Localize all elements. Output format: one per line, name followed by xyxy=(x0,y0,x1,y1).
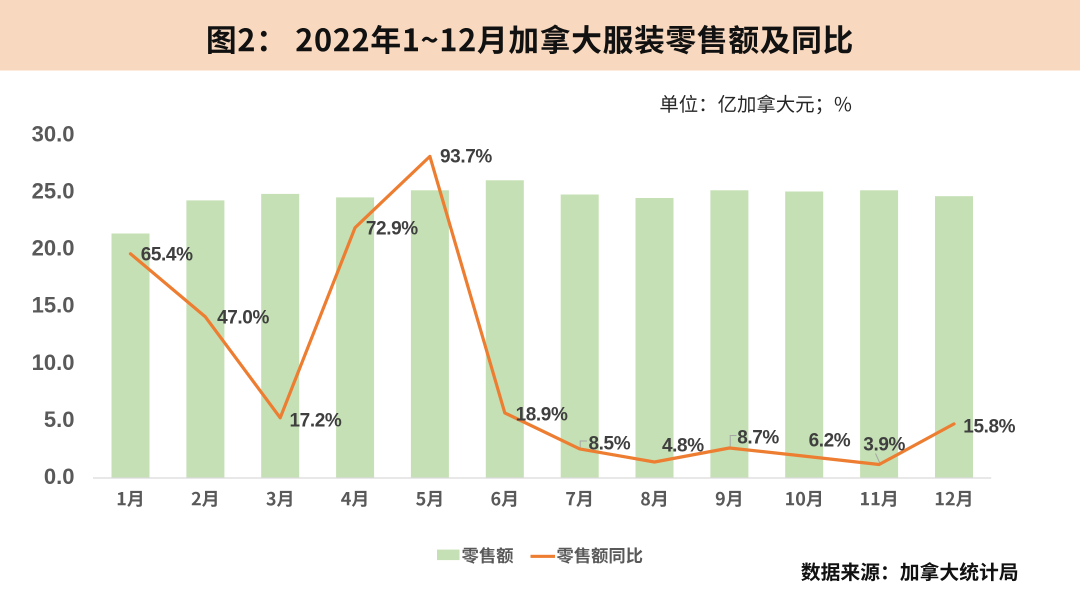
svg-text:8.5%: 8.5% xyxy=(589,434,631,455)
svg-text:5.0: 5.0 xyxy=(44,407,75,432)
svg-text:93.7%: 93.7% xyxy=(440,147,492,168)
svg-text:17.2%: 17.2% xyxy=(290,410,342,431)
svg-text:30.0: 30.0 xyxy=(32,122,75,147)
svg-text:20.0: 20.0 xyxy=(32,236,75,261)
svg-text:15.0: 15.0 xyxy=(32,293,75,318)
svg-text:47.0%: 47.0% xyxy=(217,308,269,329)
svg-text:15.8%: 15.8% xyxy=(963,417,1015,438)
svg-text:4.8%: 4.8% xyxy=(662,436,704,457)
svg-text:10.0: 10.0 xyxy=(32,350,75,375)
svg-text:8.7%: 8.7% xyxy=(737,428,779,449)
svg-text:3.9%: 3.9% xyxy=(863,435,905,456)
svg-text:25.0: 25.0 xyxy=(32,179,75,204)
svg-text:18.9%: 18.9% xyxy=(516,404,568,425)
svg-text:6.2%: 6.2% xyxy=(809,430,851,451)
svg-text:65.4%: 65.4% xyxy=(141,245,193,266)
svg-text:72.9%: 72.9% xyxy=(366,219,418,240)
svg-text:0.0: 0.0 xyxy=(44,464,75,489)
